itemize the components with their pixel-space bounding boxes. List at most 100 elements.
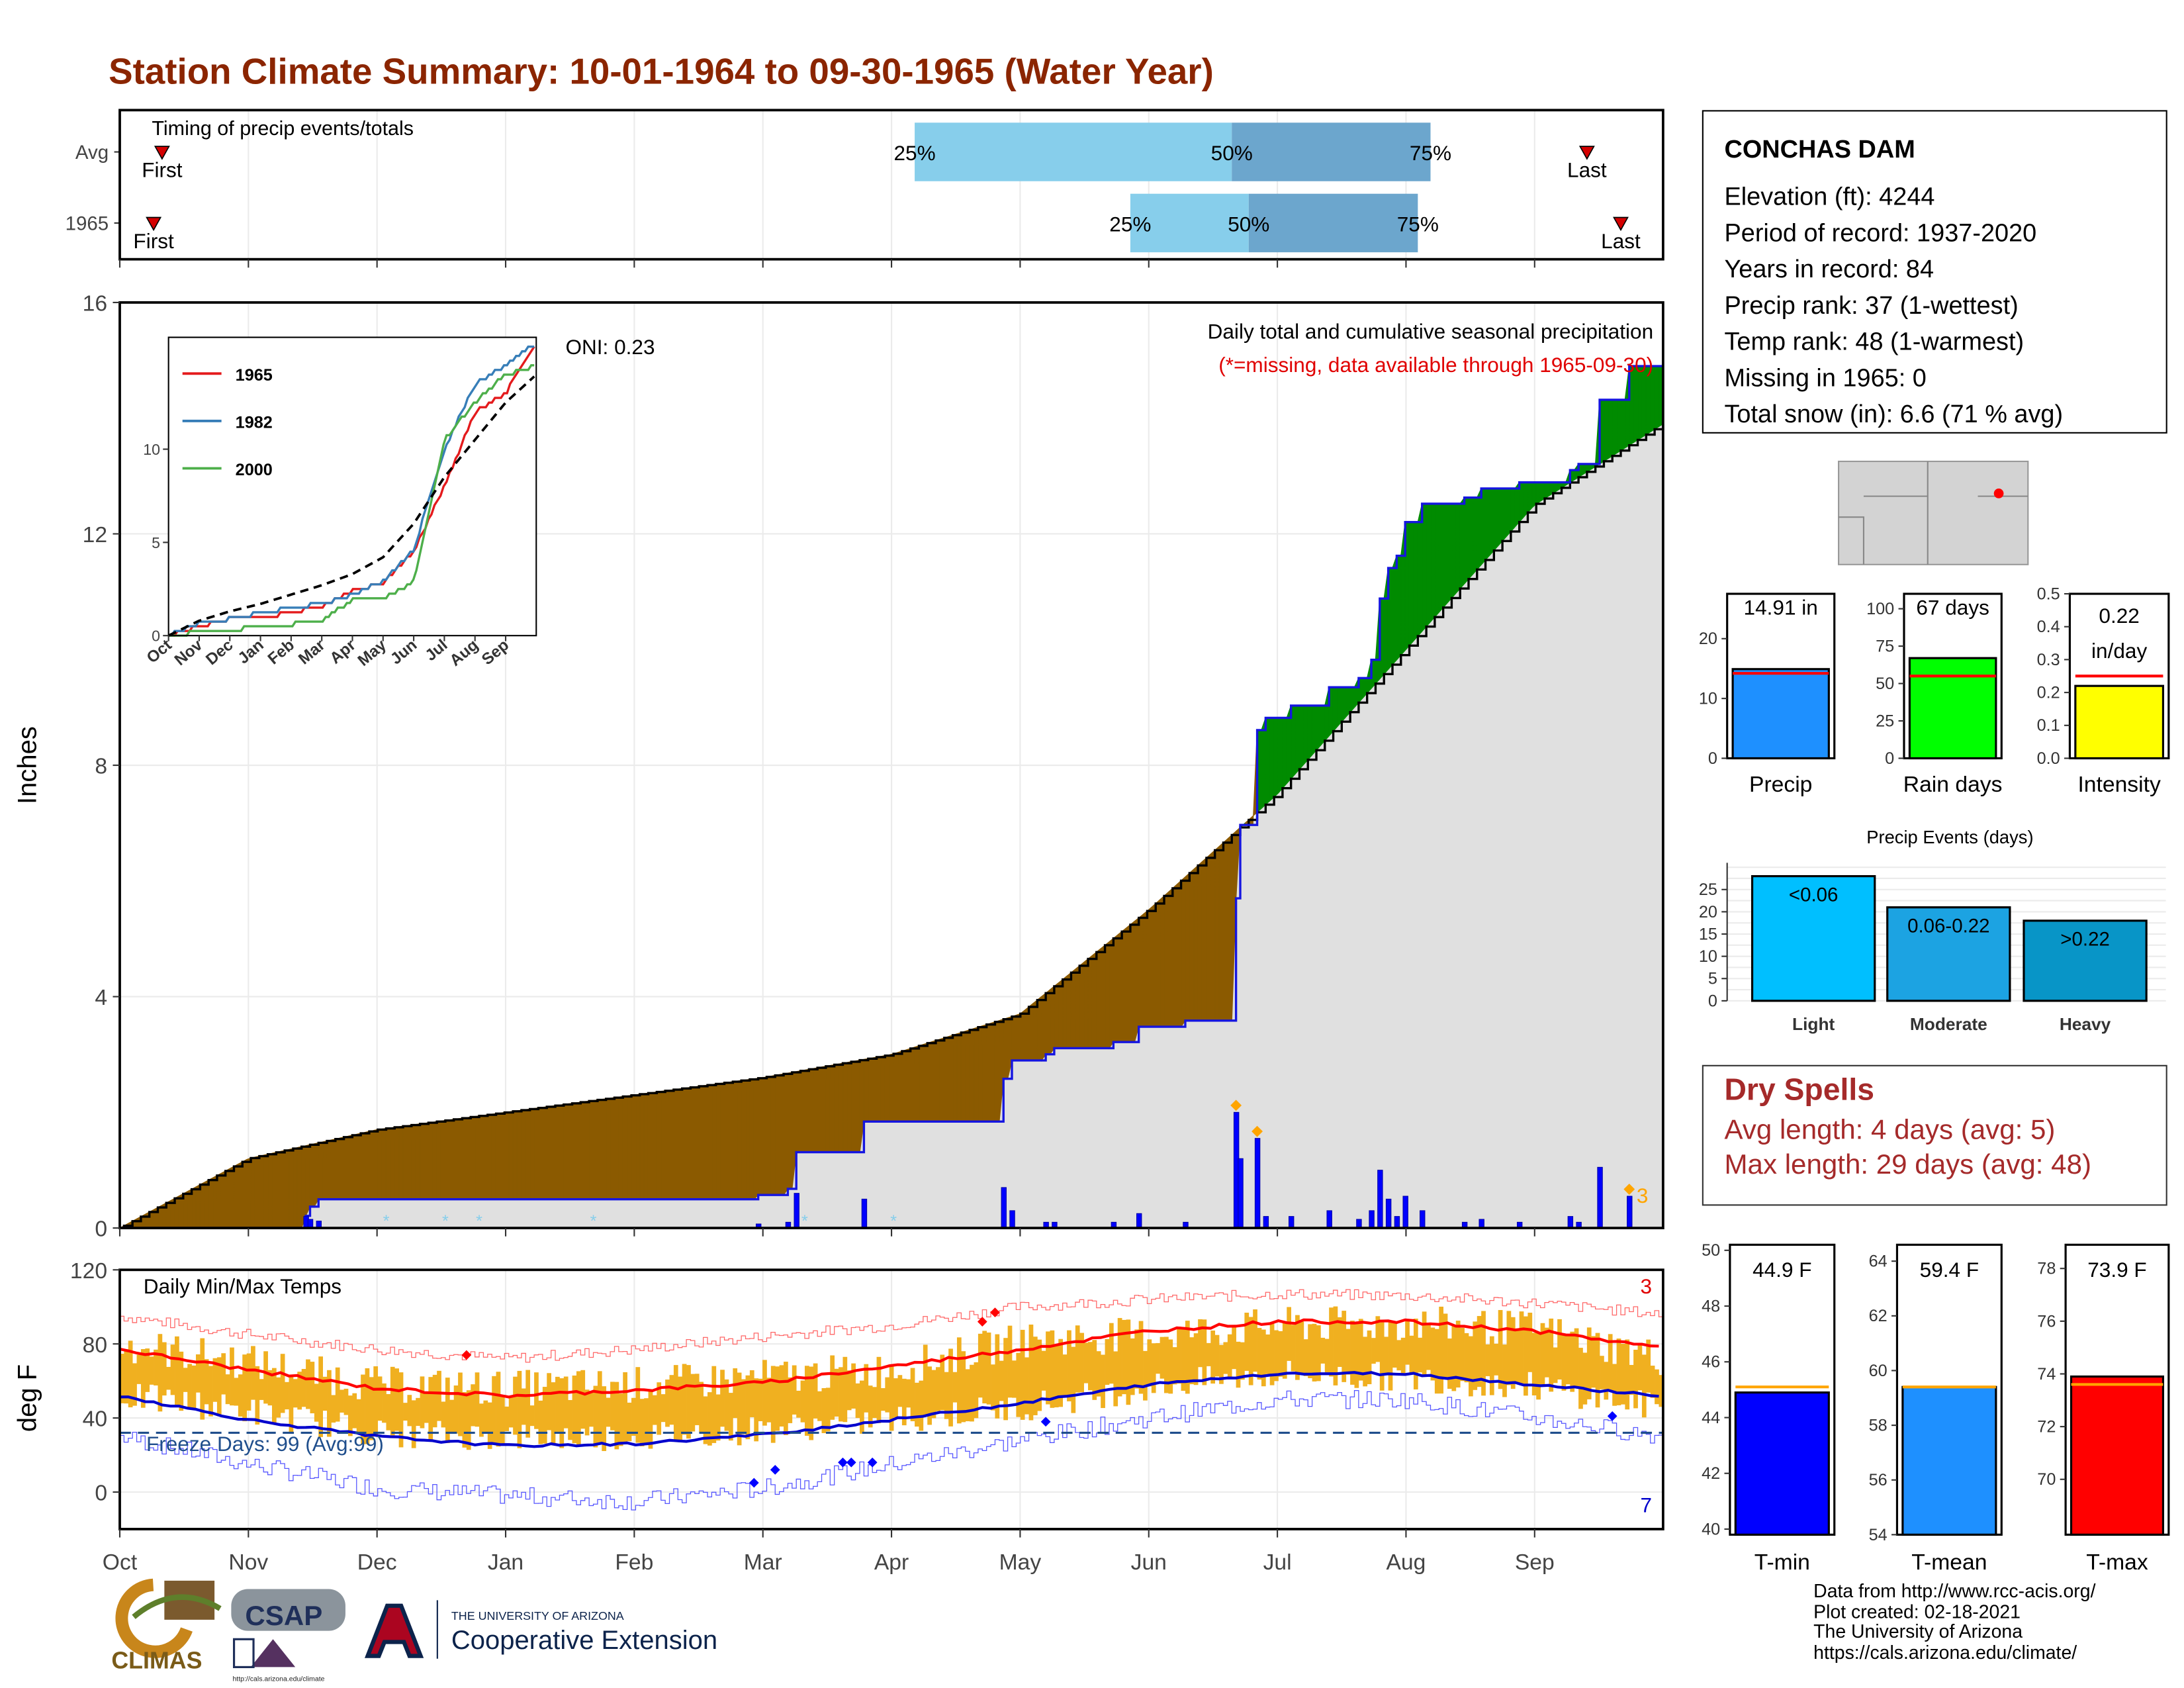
daily-temp-bar	[1232, 1327, 1236, 1370]
station-line: Temp rank: 48 (1-warmest)	[1724, 327, 2025, 355]
month-label: Feb	[615, 1550, 653, 1575]
daily-temp-bar	[1502, 1344, 1507, 1397]
daily-temp-bar	[542, 1387, 547, 1444]
daily-temp-bar	[657, 1382, 662, 1435]
daily-temp-bar	[927, 1366, 932, 1425]
daily-temp-bar	[310, 1362, 315, 1414]
daily-temp-bar	[1510, 1317, 1516, 1389]
daily-temp-bar	[1409, 1335, 1414, 1375]
daily-temp-bar	[1198, 1319, 1203, 1368]
daily-temp-bar	[179, 1351, 184, 1411]
daily-temp-bar	[398, 1372, 404, 1448]
chart-caption: Daily total and cumulative seasonal prec…	[1208, 320, 1654, 344]
daily-temp-bar	[1062, 1354, 1068, 1395]
daily-temp-bar	[487, 1402, 492, 1449]
daily-temp-bar	[175, 1336, 179, 1407]
daily-temp-bar	[314, 1383, 319, 1422]
daily-temp-bar	[365, 1368, 370, 1444]
summary-value: 67 days	[1916, 596, 1989, 620]
daily-temp-bar	[1439, 1306, 1444, 1394]
daily-temp-bar	[991, 1364, 995, 1411]
daily-temp-bar	[1291, 1325, 1296, 1372]
csap-bars	[232, 1638, 255, 1668]
summary-bar	[1731, 668, 1830, 760]
daily-temp-bar	[1625, 1339, 1630, 1410]
station-marker	[1993, 489, 2004, 498]
temp-y-tick: 0	[95, 1481, 107, 1506]
daily-temp-bar	[1498, 1310, 1503, 1389]
legend-label: 2000	[236, 461, 273, 479]
daily-temp-bar	[462, 1392, 467, 1448]
inset-series-line	[168, 345, 535, 637]
daily-temp-bar	[834, 1368, 839, 1417]
daily-temp-bar	[936, 1367, 940, 1411]
daily-temp-bar	[356, 1399, 361, 1434]
daily-temp-bar	[208, 1366, 213, 1417]
daily-temp-bar	[1101, 1354, 1105, 1409]
temp-summary-value: 44.9 F	[1752, 1258, 1811, 1282]
daily-temp-bar	[660, 1394, 666, 1423]
daily-temp-bar	[1345, 1329, 1351, 1375]
temp-summary-tick: 58	[1869, 1417, 1888, 1435]
daily-temp-bar	[652, 1395, 657, 1425]
daily-temp-bar	[234, 1378, 239, 1406]
daily-temp-bar	[1210, 1330, 1216, 1384]
daily-temp-bar	[775, 1366, 780, 1431]
temp-y-tick: 80	[83, 1333, 107, 1358]
daily-temp-bar	[1659, 1375, 1664, 1407]
map-state	[1838, 460, 2029, 565]
daily-temp-bar	[1455, 1321, 1461, 1388]
daily-temp-bar	[995, 1334, 1000, 1419]
ua-logo: THE UNIVERSITY OF ARIZONA Cooperative Ex…	[364, 1600, 717, 1659]
daily-temp-bar	[1392, 1323, 1397, 1368]
temp-summary-tick: 64	[1869, 1252, 1888, 1271]
record-low-line	[119, 1389, 1664, 1511]
daily-temp-bar	[703, 1396, 708, 1444]
daily-temp-bar	[762, 1360, 767, 1426]
daily-temp-bar	[1046, 1331, 1050, 1405]
daily-temp-bar	[766, 1378, 772, 1423]
credit-line: Plot created: 02-18-2021	[1813, 1601, 2021, 1622]
daily-temp-bar	[212, 1358, 218, 1402]
daily-temp-bar	[754, 1378, 759, 1442]
daily-temp-bar	[1544, 1327, 1549, 1378]
daily-temp-bar	[1646, 1339, 1651, 1393]
climas-mark	[115, 1578, 193, 1658]
temp-panel-title: Daily Min/Max Temps	[144, 1274, 341, 1298]
temp-summary-tick: 46	[1702, 1353, 1720, 1372]
daily-temp-bar	[1160, 1336, 1165, 1379]
daily-temp-bar	[390, 1366, 395, 1436]
daily-temp-bar	[271, 1368, 277, 1423]
daily-temp-bar	[563, 1376, 569, 1429]
daily-temp-bar	[259, 1379, 264, 1400]
daily-temp-bar	[441, 1401, 446, 1428]
summary-tick: 0.0	[2037, 749, 2060, 768]
daily-temp-bar	[749, 1370, 754, 1417]
daily-temp-bar	[1143, 1350, 1148, 1401]
daily-temp-bar	[1477, 1316, 1482, 1387]
daily-temp-bar	[216, 1357, 222, 1417]
daily-temp-bar	[809, 1366, 814, 1440]
temp-y-tick: 40	[83, 1407, 107, 1432]
daily-temp-bar	[340, 1389, 344, 1413]
event-bar	[2023, 919, 2148, 1002]
daily-temp-bar	[1524, 1316, 1528, 1396]
cumulative-line-1965	[119, 365, 1663, 1229]
daily-temp-bar	[373, 1366, 379, 1436]
daily-temp-bar	[644, 1398, 649, 1446]
daily-temp-bar	[437, 1370, 441, 1421]
daily-temp-bar	[1109, 1323, 1114, 1384]
events-tick: 25	[1699, 880, 1717, 899]
station-line: Missing in 1965: 0	[1724, 363, 1927, 392]
daily-temp-bar	[1122, 1319, 1126, 1395]
daily-temp-bar	[1168, 1339, 1173, 1394]
daily-temp-bar	[745, 1375, 751, 1440]
daily-temp-bar	[1473, 1321, 1478, 1390]
summary-bar	[2074, 684, 2165, 760]
daily-temp-bar	[919, 1380, 924, 1431]
daily-temp-bar	[149, 1356, 154, 1385]
daily-temp-bar	[458, 1372, 463, 1436]
daily-temp-bar	[1092, 1340, 1097, 1400]
temp-summary-bar	[1901, 1385, 1997, 1536]
